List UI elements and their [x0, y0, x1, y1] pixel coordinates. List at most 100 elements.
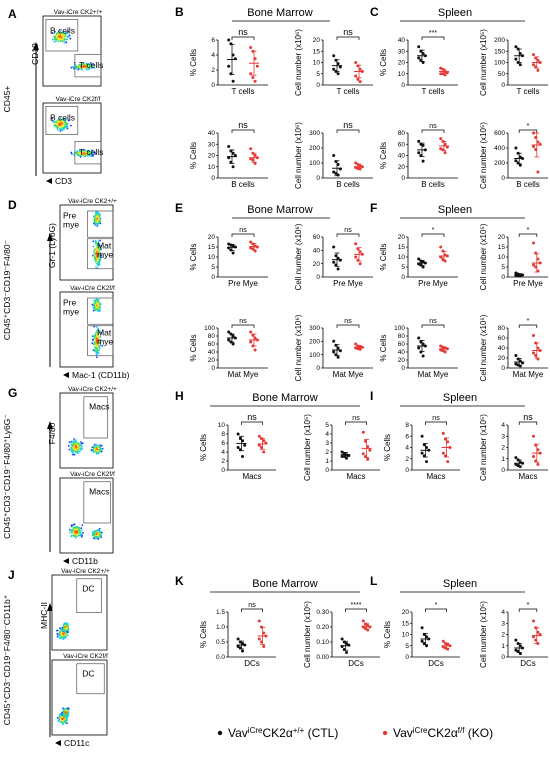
flow-event	[95, 254, 98, 256]
x-axis-label: Mat Mye	[228, 370, 259, 379]
dot-plot: 0 2 4 6 8 % Cells Macs ns	[383, 415, 460, 481]
ctl-point	[514, 638, 518, 642]
ctl-point	[231, 165, 235, 169]
flow-event	[75, 532, 78, 534]
y-tick-label: 10	[208, 164, 216, 171]
flow-event	[70, 151, 73, 154]
y-tick-label: 5	[501, 264, 505, 271]
y-axis-label: Cell number (x10⁵)	[479, 414, 488, 481]
ctl-point	[420, 434, 424, 438]
gate-box	[45, 19, 79, 52]
ko-point	[361, 452, 365, 456]
flow-event	[74, 444, 77, 447]
y-tick-label: 1.0	[216, 624, 225, 631]
flow-event	[61, 718, 64, 721]
y-tick-label: 0	[401, 175, 405, 182]
y-tick-label: 10	[402, 632, 410, 639]
y-tick-label: 3	[501, 433, 505, 440]
flow-event	[96, 264, 99, 267]
ko-point	[354, 61, 358, 64]
y-tick-label: 5	[405, 643, 409, 650]
ctl-point	[417, 336, 421, 340]
flow-event	[99, 535, 102, 537]
flow-event	[93, 250, 95, 252]
flow-event	[97, 331, 99, 334]
flow-event	[96, 446, 99, 448]
flow-plot: Vav-iCre CK2f/f DC CD11c	[51, 653, 108, 748]
flow-event	[99, 222, 102, 225]
flow-event	[63, 636, 66, 639]
flow-event	[61, 35, 64, 38]
flow-event	[96, 347, 99, 350]
y-axis-label: Cell number (x10⁵)	[479, 314, 488, 381]
y-axis-label: % Cells	[379, 243, 388, 270]
flow-event	[76, 443, 78, 446]
gate-label: B cells	[50, 113, 75, 123]
y-tick-label: 60	[398, 341, 406, 348]
dot-plot: 0 100 200 300 Cell number (x10⁶) Mat Mye ns	[294, 314, 373, 381]
flow-event	[58, 124, 61, 127]
gate-label: T cells	[79, 147, 103, 157]
flow-event	[76, 150, 79, 153]
ctl-point	[231, 342, 235, 346]
y-tick-label: 20	[313, 37, 321, 44]
ctl-point	[227, 64, 231, 68]
x-arrow-head	[63, 558, 69, 564]
flow-event	[64, 624, 66, 627]
y-tick-label: 20	[398, 234, 406, 241]
flow-event	[92, 309, 95, 312]
flow-event	[61, 33, 64, 36]
y-tick-label: 2	[405, 456, 409, 463]
x-axis-label: T cells	[517, 87, 540, 96]
y-tick-label: 80	[208, 333, 216, 340]
flow-event	[97, 444, 100, 446]
gate-box	[87, 210, 114, 238]
flow-event	[63, 628, 66, 631]
y-tick-label: 30	[398, 48, 406, 55]
ko-point	[358, 262, 362, 266]
flow-event	[94, 306, 96, 308]
panel-label-F: F	[370, 201, 377, 215]
flow-event	[91, 342, 94, 345]
x-axis-label: Pre Mye	[228, 279, 258, 288]
flow-event	[96, 219, 99, 222]
y-axis-label: Cell number (x10⁵)	[303, 601, 312, 668]
flow-event	[97, 538, 100, 540]
y-tick-label: 15	[398, 244, 406, 251]
ctl-point	[518, 163, 522, 167]
flow-event	[96, 531, 99, 533]
sig-bracket	[425, 608, 447, 612]
flow-event	[91, 338, 94, 341]
y-arrow-head	[47, 233, 53, 241]
flow-event	[66, 123, 69, 125]
ko-point	[255, 64, 259, 68]
sig-bracket	[231, 233, 255, 237]
flow-event	[98, 213, 101, 216]
flow-plot-title: Vav-iCre CK2f/f	[56, 96, 101, 103]
ko-point	[532, 334, 535, 337]
x-axis-label: B cells	[231, 180, 255, 189]
y-tick-label: 200	[309, 145, 320, 152]
flow-event	[92, 245, 95, 248]
ko-point	[441, 451, 445, 455]
sig-bracket	[241, 421, 263, 425]
ko-point	[249, 147, 253, 151]
flow-event	[51, 117, 53, 120]
flow-event	[70, 441, 72, 444]
flow-event	[53, 38, 56, 41]
flow-event	[97, 336, 100, 339]
flow-event	[98, 255, 101, 257]
ctl-point	[417, 45, 421, 49]
ctl-point	[336, 72, 340, 76]
flow-event	[51, 38, 54, 41]
gate-label: mye	[97, 337, 113, 347]
x-axis-label: B cells	[421, 180, 445, 189]
flow-axis-x-label: Mac-1 (CD11b)	[72, 370, 130, 380]
ko-point	[251, 76, 255, 79]
flow-event	[91, 304, 94, 306]
x-axis-label: Macs	[518, 472, 537, 481]
flow-event	[92, 240, 95, 243]
flow-event	[94, 222, 97, 225]
flow-panel-J: J CD45⁺CD3⁻CD19⁻F4/80⁻CD11b⁺ Vav-iCre CK2+…	[2, 568, 110, 748]
